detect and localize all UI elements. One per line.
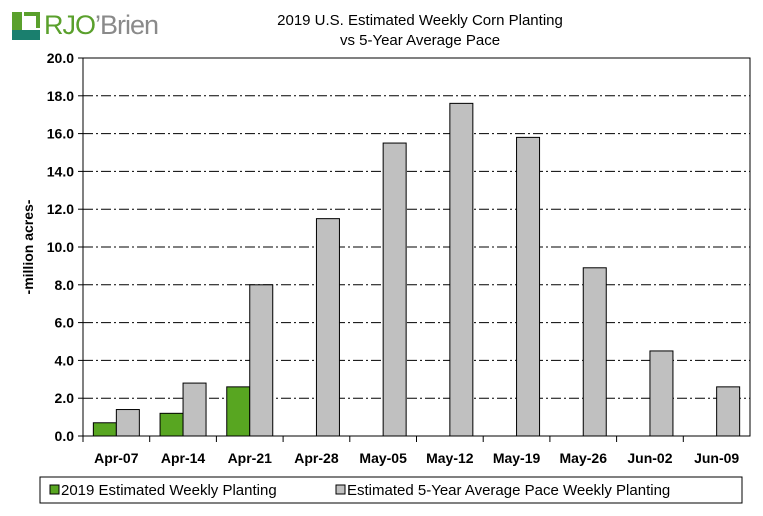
- y-tick-label: 0.0: [55, 428, 75, 444]
- bar-2019-apr-14: [159, 412, 184, 437]
- bar-5yr-avg-jun-09: [716, 386, 741, 437]
- logo-text-brien: ’Brien: [95, 10, 159, 40]
- legend-label: Estimated 5-Year Average Pace Weekly Pla…: [347, 482, 670, 499]
- bar-5yr-avg-may-05: [382, 142, 407, 437]
- bar-5yr-avg-may-26: [582, 267, 607, 437]
- y-tick-label: 14.0: [47, 163, 74, 179]
- bar-5yr-avg-apr-14: [182, 382, 207, 437]
- y-tick-label: 2.0: [55, 390, 75, 406]
- y-tick-label: 4.0: [55, 352, 75, 368]
- x-tick-label: May-26: [560, 450, 608, 466]
- bar-5yr-avg-may-12: [449, 102, 474, 437]
- bar-5yr-avg-apr-07: [115, 409, 140, 437]
- y-tick-label: 10.0: [47, 239, 74, 255]
- bar-5yr-avg-may-19: [516, 136, 541, 437]
- x-tick-label: Apr-07: [94, 450, 139, 466]
- y-tick-label: 20.0: [47, 50, 74, 66]
- bar-5yr-avg-apr-28: [315, 218, 340, 437]
- x-tick-label: Apr-28: [294, 450, 339, 466]
- logo-text-rjo: RJO: [44, 10, 96, 40]
- bar-5yr-avg-jun-02: [649, 350, 674, 437]
- x-tick-label: Jun-09: [694, 450, 739, 466]
- bar-5yr-avg-apr-21: [249, 284, 274, 437]
- x-tick-label: May-12: [426, 450, 474, 466]
- x-tick-label: Apr-14: [161, 450, 206, 466]
- y-tick-label: 12.0: [47, 201, 74, 217]
- legend-swatch: [335, 484, 346, 495]
- x-tick-label: Apr-21: [228, 450, 273, 466]
- chart-subtitle: vs 5-Year Average Pace: [340, 32, 500, 49]
- bar-2019-apr-07: [92, 422, 117, 437]
- chart-title: 2019 U.S. Estimated Weekly Corn Planting: [277, 12, 563, 29]
- legend-swatch: [49, 484, 60, 495]
- bar-2019-apr-21: [226, 386, 251, 437]
- x-tick-label: Jun-02: [627, 450, 672, 466]
- x-tick-label: May-05: [359, 450, 407, 466]
- x-tick-label: May-19: [493, 450, 541, 466]
- legend-box: [39, 476, 743, 504]
- y-tick-label: 16.0: [47, 126, 74, 142]
- rjobrien-logo: RJO’Brien: [12, 10, 159, 41]
- y-tick-label: 6.0: [55, 315, 75, 331]
- y-axis-label: -million acres-: [20, 199, 36, 294]
- y-tick-label: 8.0: [55, 277, 75, 293]
- legend-label: 2019 Estimated Weekly Planting: [61, 482, 277, 499]
- y-tick-label: 18.0: [47, 88, 74, 104]
- logo-mark-icon: [12, 11, 40, 40]
